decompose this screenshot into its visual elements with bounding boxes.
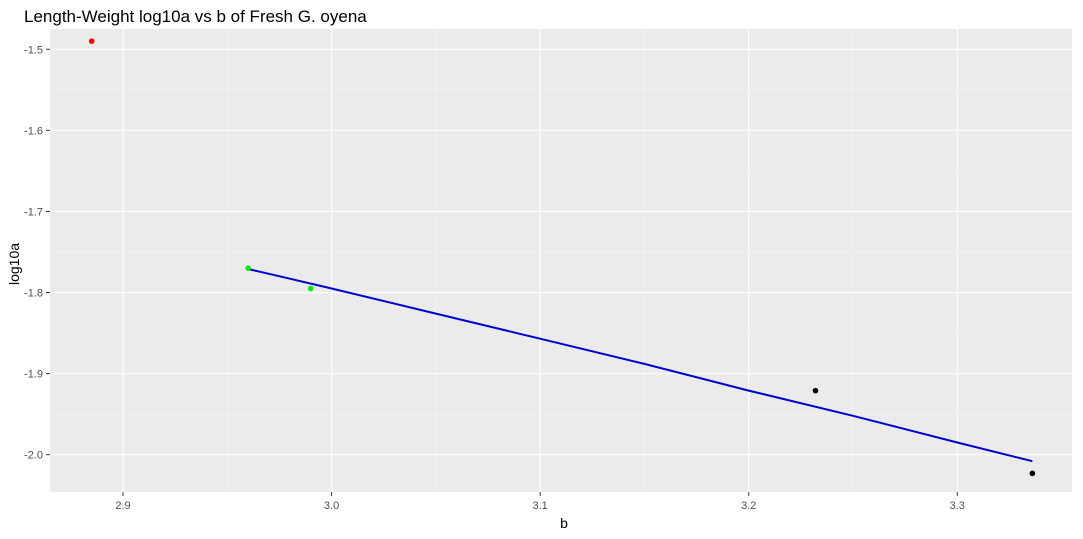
x-tick-label: 2.9 — [115, 500, 130, 512]
x-tick-label: 3.0 — [324, 500, 339, 512]
y-tick-label: -1.6 — [24, 125, 43, 137]
data-point — [88, 38, 95, 44]
x-axis-title: b — [560, 515, 568, 531]
fit-line — [247, 268, 1033, 463]
x-axis: 2.9 3.0 3.1 3.2 3.3 — [115, 492, 965, 512]
x-tick-label: 3.1 — [532, 500, 547, 512]
x-tick-label: 3.3 — [950, 500, 965, 512]
data-point — [245, 265, 251, 272]
y-tick-label: -1.5 — [24, 44, 43, 56]
y-tick-label: -2.0 — [24, 450, 43, 462]
y-axis: -1.5 -1.6 -1.7 -1.8 -1.9 -2.0 — [24, 44, 50, 462]
grid — [50, 29, 1072, 492]
chart-title: Length-Weight log10a vs b of Fresh G. oy… — [24, 7, 367, 26]
plot-panel — [50, 29, 1072, 492]
data-point — [307, 285, 314, 292]
fit-line-group — [247, 268, 1033, 463]
y-tick-label: -1.8 — [24, 288, 43, 300]
x-tick-label: 3.2 — [741, 500, 756, 512]
y-tick-label: -1.9 — [24, 369, 43, 381]
points-group — [88, 38, 1036, 477]
y-axis-title: log10a — [6, 243, 22, 285]
y-tick-label: -1.7 — [24, 206, 43, 218]
data-point — [812, 387, 819, 394]
data-point — [1029, 470, 1036, 477]
